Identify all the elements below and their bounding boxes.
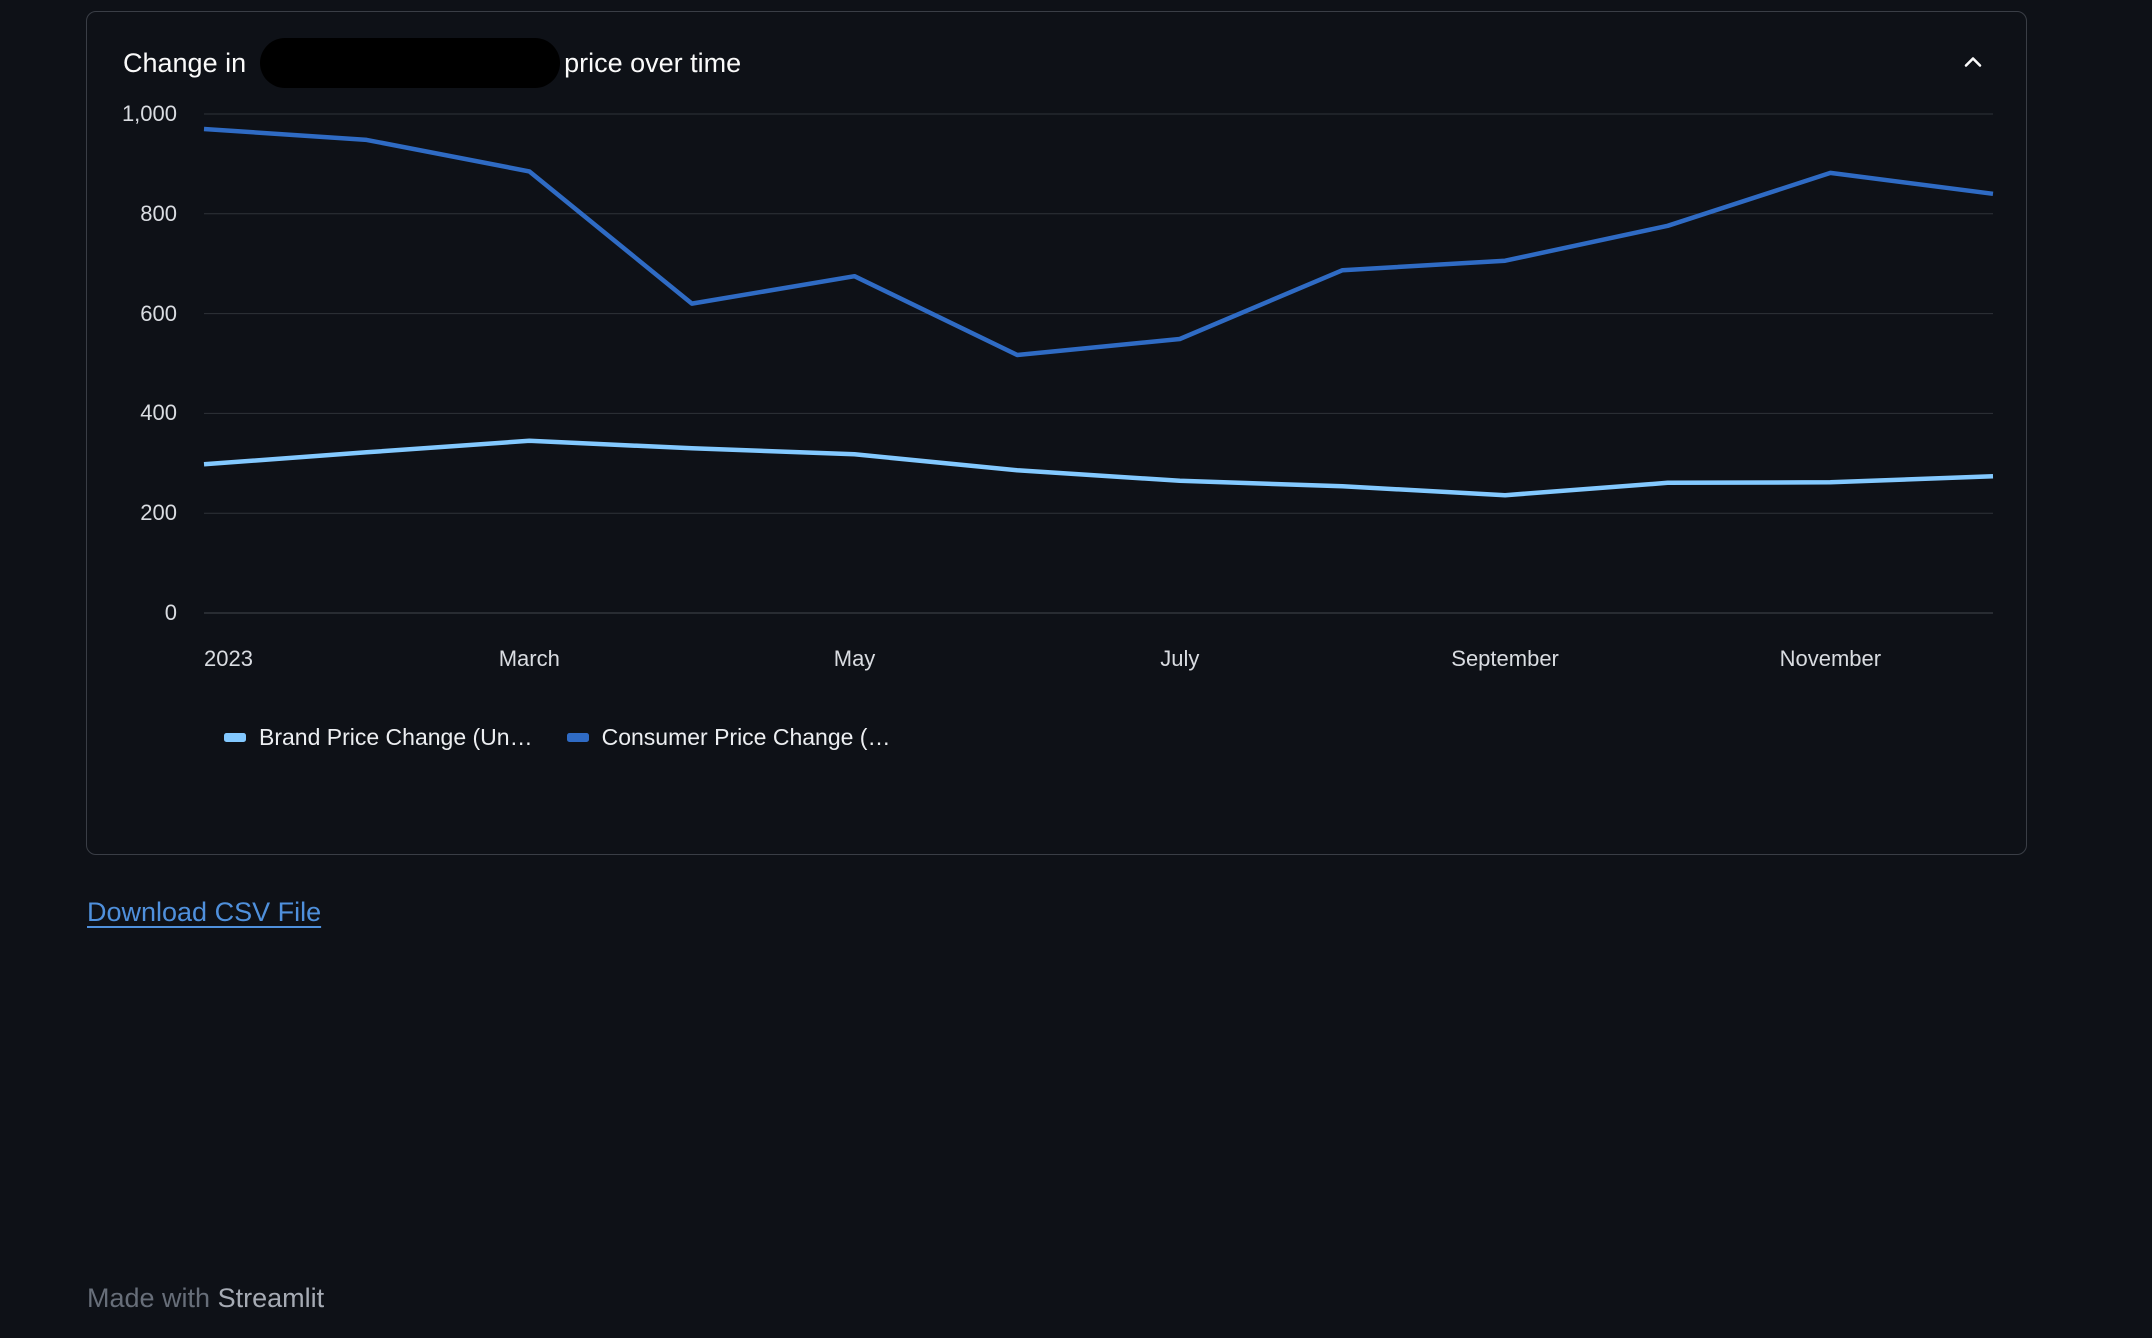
legend-label-consumer-price-change: Consumer Price Change (… — [601, 724, 891, 750]
chart-title-prefix: Change in — [123, 48, 247, 78]
x-axis-label-2023: 2023 — [204, 646, 253, 671]
x-axis-label-november: November — [1779, 646, 1882, 671]
x-axis-label-july: July — [1160, 646, 1200, 671]
footer: Made with Streamlit — [87, 1283, 324, 1314]
y-axis-label-1000: 1,000 — [121, 101, 177, 126]
y-axis-label-400: 400 — [140, 400, 177, 426]
chart-title-suffix: price over time — [564, 48, 742, 78]
legend-swatch-consumer-price-change — [566, 733, 589, 742]
collapse-expander-button[interactable] — [1959, 48, 1987, 76]
chart-legend: Brand Price Change (Un… Consumer Price C… — [224, 724, 890, 751]
y-axis-label-600: 600 — [140, 300, 177, 326]
series-line-brand-price-change — [203, 438, 1994, 498]
line-chart[interactable] — [87, 12, 2028, 856]
x-axis-label-september: September — [1451, 646, 1559, 671]
expander-header[interactable]: Change in price over time — [87, 12, 2026, 92]
gridlines — [204, 113, 1993, 614]
download-csv-link[interactable]: Download CSV File — [87, 897, 322, 927]
legend-swatch-brand-price-change — [224, 733, 246, 742]
chevron-up-icon — [1964, 57, 1982, 67]
y-axis-label-200: 200 — [140, 500, 177, 526]
redaction-box — [260, 38, 561, 88]
series-line-consumer-price-change — [203, 126, 1994, 358]
chart-title: Change in price over time — [123, 36, 741, 90]
y-axis-label-800: 800 — [140, 200, 177, 226]
x-axis-label-may: May — [833, 646, 876, 671]
expander-card: Change in price over time 1,000 800 600 … — [86, 11, 2027, 855]
footer-made-with-text: Made with — [87, 1283, 218, 1313]
legend-item-brand-price-change[interactable]: Brand Price Change (Un… — [224, 724, 533, 751]
y-axis-label-0: 0 — [164, 600, 177, 625]
x-axis-label-march: March — [498, 646, 560, 671]
footer-streamlit-brand[interactable]: Streamlit — [217, 1283, 325, 1313]
legend-label-brand-price-change: Brand Price Change (Un… — [259, 724, 533, 750]
legend-item-consumer-price-change[interactable]: Consumer Price Change (… — [566, 724, 891, 751]
